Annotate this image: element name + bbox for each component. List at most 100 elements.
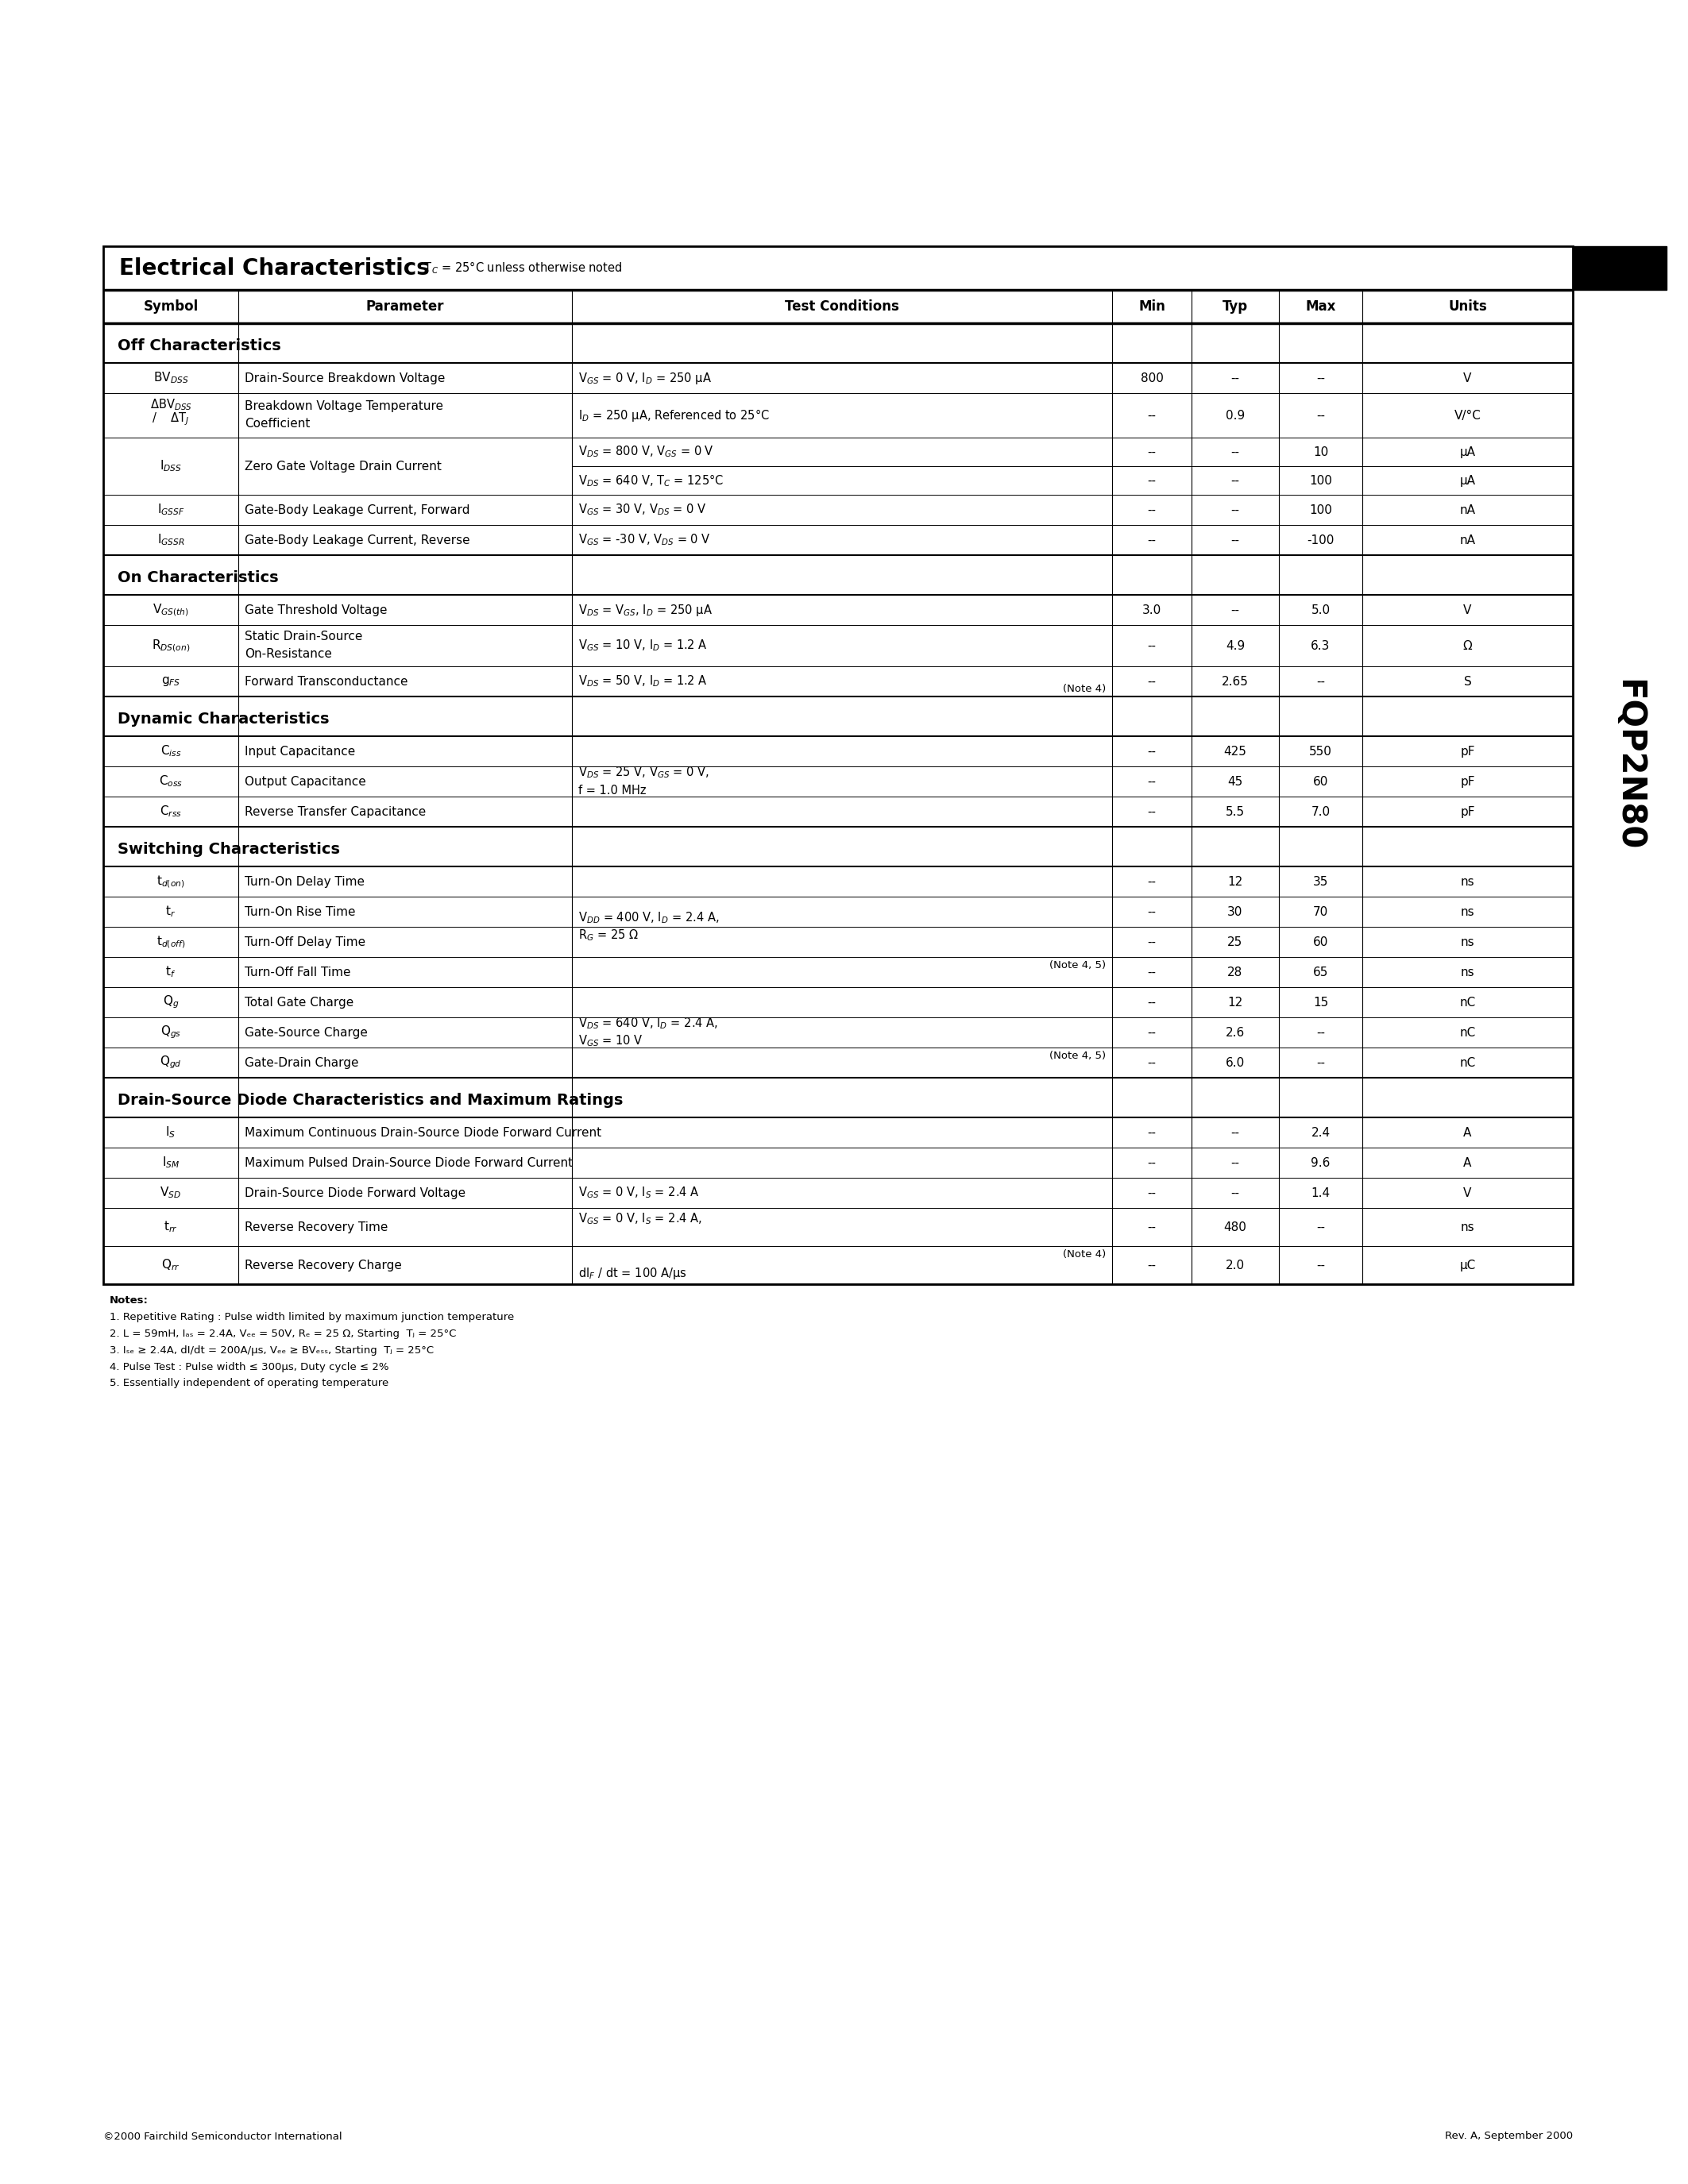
Text: Symbol: Symbol xyxy=(143,299,197,314)
Text: 45: 45 xyxy=(1227,775,1242,788)
Text: V: V xyxy=(1463,371,1472,384)
Text: 7.0: 7.0 xyxy=(1312,806,1330,817)
Text: μA: μA xyxy=(1460,446,1475,459)
Text: I$_{GSSF}$: I$_{GSSF}$ xyxy=(157,502,184,518)
Text: V$_{GS}$ = 0 V, I$_S$ = 2.4 A: V$_{GS}$ = 0 V, I$_S$ = 2.4 A xyxy=(579,1186,699,1201)
Text: 6.3: 6.3 xyxy=(1312,640,1330,651)
Text: 28: 28 xyxy=(1227,965,1242,978)
Text: --: -- xyxy=(1148,937,1156,948)
Text: V$_{DD}$ = 400 V, I$_D$ = 2.4 A,: V$_{DD}$ = 400 V, I$_D$ = 2.4 A, xyxy=(579,911,719,926)
Text: --: -- xyxy=(1148,876,1156,887)
Text: FQP2N80: FQP2N80 xyxy=(1612,679,1646,852)
Text: I$_{SM}$: I$_{SM}$ xyxy=(162,1155,179,1171)
Text: 4.9: 4.9 xyxy=(1225,640,1244,651)
Text: nA: nA xyxy=(1460,505,1475,515)
Bar xyxy=(103,247,1573,1284)
Text: --: -- xyxy=(1148,1158,1156,1168)
Text: μA: μA xyxy=(1460,474,1475,487)
Text: dI$_F$ / dt = 100 A/μs: dI$_F$ / dt = 100 A/μs xyxy=(579,1265,687,1280)
Text: --: -- xyxy=(1148,675,1156,688)
Text: μC: μC xyxy=(1460,1260,1475,1271)
Text: --: -- xyxy=(1231,605,1239,616)
Text: V$_{SD}$: V$_{SD}$ xyxy=(160,1186,182,1201)
Text: Gate-Source Charge: Gate-Source Charge xyxy=(245,1026,368,1037)
Text: --: -- xyxy=(1148,1127,1156,1138)
Text: nC: nC xyxy=(1460,1057,1475,1068)
Text: ns: ns xyxy=(1460,1221,1475,1234)
Text: 30: 30 xyxy=(1227,906,1242,917)
Text: Output Capacitance: Output Capacitance xyxy=(245,775,366,788)
Text: Q$_g$: Q$_g$ xyxy=(162,994,179,1011)
Text: pF: pF xyxy=(1460,775,1475,788)
Text: 10: 10 xyxy=(1313,446,1328,459)
Text: ns: ns xyxy=(1460,965,1475,978)
Text: A: A xyxy=(1463,1158,1472,1168)
Text: 0.9: 0.9 xyxy=(1225,408,1244,422)
Text: Turn-Off Fall Time: Turn-Off Fall Time xyxy=(245,965,351,978)
Text: nC: nC xyxy=(1460,1026,1475,1037)
Text: 100: 100 xyxy=(1310,474,1332,487)
Text: Turn-On Delay Time: Turn-On Delay Time xyxy=(245,876,365,887)
Text: V$_{GS}$ = 10 V, I$_D$ = 1.2 A: V$_{GS}$ = 10 V, I$_D$ = 1.2 A xyxy=(579,638,707,653)
Text: --: -- xyxy=(1148,775,1156,788)
Text: Electrical Characteristics: Electrical Characteristics xyxy=(120,258,429,280)
Text: --: -- xyxy=(1148,1026,1156,1037)
Text: Test Conditions: Test Conditions xyxy=(785,299,900,314)
Text: I$_{GSSR}$: I$_{GSSR}$ xyxy=(157,533,184,548)
Text: 5. Essentially independent of operating temperature: 5. Essentially independent of operating … xyxy=(110,1378,388,1389)
Text: /    ΔT$_J$: / ΔT$_J$ xyxy=(152,411,189,428)
Text: 5.0: 5.0 xyxy=(1312,605,1330,616)
Text: Typ: Typ xyxy=(1222,299,1247,314)
Text: Max: Max xyxy=(1305,299,1335,314)
Text: 425: 425 xyxy=(1224,745,1247,758)
Text: --: -- xyxy=(1231,1158,1239,1168)
Text: Breakdown Voltage Temperature: Breakdown Voltage Temperature xyxy=(245,400,444,413)
Text: --: -- xyxy=(1148,1260,1156,1271)
Text: t$_f$: t$_f$ xyxy=(165,965,176,978)
Text: I$_S$: I$_S$ xyxy=(165,1125,176,1140)
Text: nA: nA xyxy=(1460,535,1475,546)
Text: (Note 4): (Note 4) xyxy=(1063,1249,1106,1260)
Text: --: -- xyxy=(1317,1057,1325,1068)
Text: (Note 4): (Note 4) xyxy=(1063,684,1106,695)
Text: t$_{d(off)}$: t$_{d(off)}$ xyxy=(157,935,186,950)
Text: --: -- xyxy=(1231,371,1239,384)
Text: On Characteristics: On Characteristics xyxy=(118,570,279,585)
Text: 15: 15 xyxy=(1313,996,1328,1009)
Text: --: -- xyxy=(1317,1026,1325,1037)
Text: --: -- xyxy=(1317,371,1325,384)
Text: 3. Iₛₑ ≥ 2.4A, dI/dt = 200A/μs, Vₑₑ ≥ BVₑₛₛ, Starting  Tⱼ = 25°C: 3. Iₛₑ ≥ 2.4A, dI/dt = 200A/μs, Vₑₑ ≥ BV… xyxy=(110,1345,434,1356)
Text: --: -- xyxy=(1317,408,1325,422)
Text: 6.0: 6.0 xyxy=(1225,1057,1244,1068)
Text: I$_D$ = 250 μA, Referenced to 25°C: I$_D$ = 250 μA, Referenced to 25°C xyxy=(579,408,770,424)
Text: A: A xyxy=(1463,1127,1472,1138)
Text: --: -- xyxy=(1231,535,1239,546)
Text: --: -- xyxy=(1148,1221,1156,1234)
Text: 2.0: 2.0 xyxy=(1225,1260,1244,1271)
Text: V: V xyxy=(1463,1186,1472,1199)
Text: Min: Min xyxy=(1138,299,1165,314)
Text: V$_{GS(th)}$: V$_{GS(th)}$ xyxy=(152,603,189,618)
Text: Gate-Drain Charge: Gate-Drain Charge xyxy=(245,1057,358,1068)
Text: V$_{GS}$ = 30 V, V$_{DS}$ = 0 V: V$_{GS}$ = 30 V, V$_{DS}$ = 0 V xyxy=(579,502,707,518)
Text: t$_{d(on)}$: t$_{d(on)}$ xyxy=(157,874,186,889)
Text: Static Drain-Source: Static Drain-Source xyxy=(245,631,363,642)
Text: Q$_{rr}$: Q$_{rr}$ xyxy=(162,1258,181,1273)
Text: --: -- xyxy=(1148,745,1156,758)
Text: --: -- xyxy=(1148,505,1156,515)
Text: --: -- xyxy=(1231,1127,1239,1138)
Text: ns: ns xyxy=(1460,937,1475,948)
Text: --: -- xyxy=(1148,640,1156,651)
Text: --: -- xyxy=(1231,474,1239,487)
Text: V$_{DS}$ = 800 V, V$_{GS}$ = 0 V: V$_{DS}$ = 800 V, V$_{GS}$ = 0 V xyxy=(579,446,714,459)
Text: 60: 60 xyxy=(1313,937,1328,948)
Text: 5.5: 5.5 xyxy=(1225,806,1244,817)
Text: 1. Repetitive Rating : Pulse width limited by maximum junction temperature: 1. Repetitive Rating : Pulse width limit… xyxy=(110,1313,515,1321)
Text: 2.65: 2.65 xyxy=(1222,675,1249,688)
Text: g$_{FS}$: g$_{FS}$ xyxy=(160,675,181,688)
Text: 70: 70 xyxy=(1313,906,1328,917)
Text: --: -- xyxy=(1148,1186,1156,1199)
Text: nC: nC xyxy=(1460,996,1475,1009)
Text: 2.6: 2.6 xyxy=(1225,1026,1244,1037)
Text: 480: 480 xyxy=(1224,1221,1247,1234)
